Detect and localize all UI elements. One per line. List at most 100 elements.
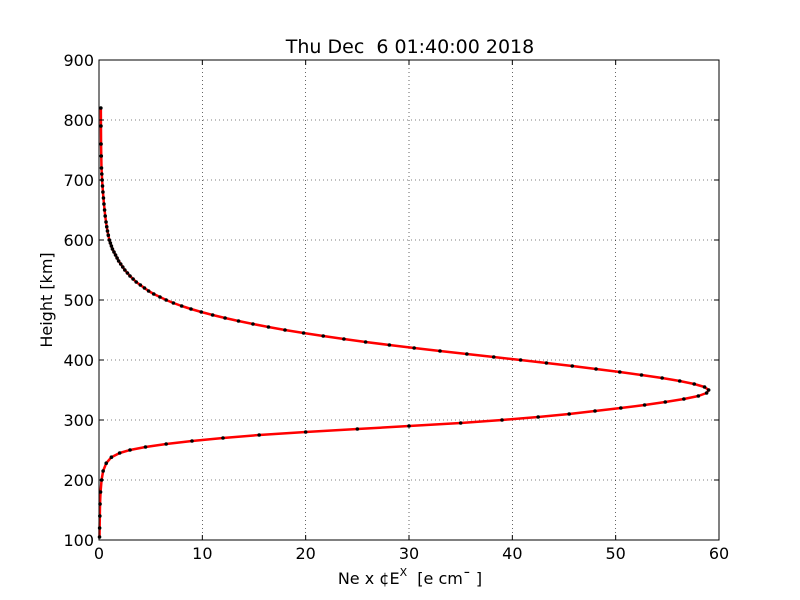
data-point <box>387 343 392 347</box>
data-point <box>593 409 597 413</box>
data-point <box>704 391 709 395</box>
data-point <box>221 436 225 440</box>
data-point <box>142 286 147 290</box>
y-axis-label: Height [km] <box>37 252 56 347</box>
x-tick-label: 60 <box>709 544 729 563</box>
data-point <box>134 280 138 284</box>
data-point <box>465 352 469 356</box>
data-point <box>146 289 151 293</box>
data-point <box>164 298 168 302</box>
x-tick-label: 20 <box>295 544 315 563</box>
data-point <box>189 307 193 311</box>
data-point <box>303 430 308 434</box>
data-point <box>107 238 112 242</box>
data-point <box>171 301 176 305</box>
data-point <box>104 220 108 224</box>
data-point <box>190 439 194 443</box>
x-tick-label: 0 <box>94 544 104 563</box>
data-point <box>702 385 707 389</box>
x-tick-label: 40 <box>502 544 522 563</box>
data-point <box>104 461 109 466</box>
data-point <box>123 268 127 272</box>
data-point <box>491 355 496 359</box>
data-point <box>138 283 143 287</box>
data-point <box>103 214 107 218</box>
data-point <box>696 394 701 398</box>
data-point <box>102 208 107 212</box>
data-point <box>102 202 106 206</box>
data-point <box>199 310 204 314</box>
data-point <box>101 469 105 473</box>
data-point <box>663 400 668 404</box>
data-point <box>283 328 287 332</box>
x-axis-label-main: Ne x ¢E <box>338 569 400 588</box>
data-point <box>118 262 123 266</box>
data-point <box>101 196 106 200</box>
y-tick-label: 600 <box>63 231 94 250</box>
data-point <box>500 418 504 422</box>
data-point <box>99 154 104 158</box>
x-axis-label-superscript: X <box>400 566 408 579</box>
data-point <box>660 376 664 380</box>
data-point <box>128 448 132 452</box>
data-point <box>98 490 103 494</box>
data-point <box>112 250 116 254</box>
data-point <box>412 346 416 350</box>
data-point <box>301 331 306 335</box>
y-tick-label: 100 <box>63 531 94 550</box>
data-point <box>109 455 114 460</box>
x-tick-label: 30 <box>399 544 419 563</box>
data-point <box>125 271 130 275</box>
data-point <box>131 277 135 281</box>
data-point <box>158 295 162 299</box>
data-point <box>117 451 122 455</box>
data-point <box>321 334 326 338</box>
data-point <box>257 433 261 437</box>
data-point <box>594 367 598 371</box>
data-point <box>251 322 255 326</box>
data-point <box>179 304 184 308</box>
y-tick-label: 400 <box>63 351 94 370</box>
data-point <box>518 358 523 362</box>
data-point <box>151 292 156 296</box>
data-point <box>682 397 686 401</box>
y-tick-label: 200 <box>63 471 94 490</box>
data-point <box>223 316 227 320</box>
data-point <box>342 337 346 341</box>
x-tick-label: 50 <box>605 544 625 563</box>
chart-title: Thu Dec 6 01:40:00 2018 <box>285 36 534 58</box>
data-point <box>108 241 113 245</box>
data-point <box>210 313 215 317</box>
data-point <box>109 244 114 248</box>
x-axis-label: Ne x ¢EX [e cm¯ ] <box>338 566 482 588</box>
y-tick-label: 500 <box>63 291 94 310</box>
data-point <box>692 382 696 386</box>
data-point <box>619 406 623 410</box>
ticks: 0 10 20 30 40 50 60 100 200 300 400 500 600 700 800 900 <box>63 51 729 563</box>
data-point <box>266 325 271 329</box>
data-point <box>355 427 360 431</box>
data-point <box>120 265 125 269</box>
data-point <box>113 253 118 257</box>
data-point <box>570 364 575 368</box>
data-point <box>99 106 103 110</box>
data-point <box>236 319 241 323</box>
y-tick-label: 300 <box>63 411 94 430</box>
y-tick-label: 800 <box>63 111 94 130</box>
data-point <box>458 421 463 425</box>
data-point <box>99 142 103 146</box>
data-point <box>544 361 549 365</box>
y-tick-label: 700 <box>63 171 94 190</box>
x-axis-label-units: [e cm¯ ] <box>407 569 482 588</box>
data-point <box>618 370 622 374</box>
data-point <box>99 166 104 170</box>
data-point <box>97 535 102 539</box>
data-point <box>100 184 105 188</box>
data-point <box>677 379 682 383</box>
grid <box>99 60 719 540</box>
data-point <box>101 190 105 194</box>
data-point <box>104 225 109 229</box>
data-point <box>706 388 711 392</box>
data-point <box>99 172 104 176</box>
